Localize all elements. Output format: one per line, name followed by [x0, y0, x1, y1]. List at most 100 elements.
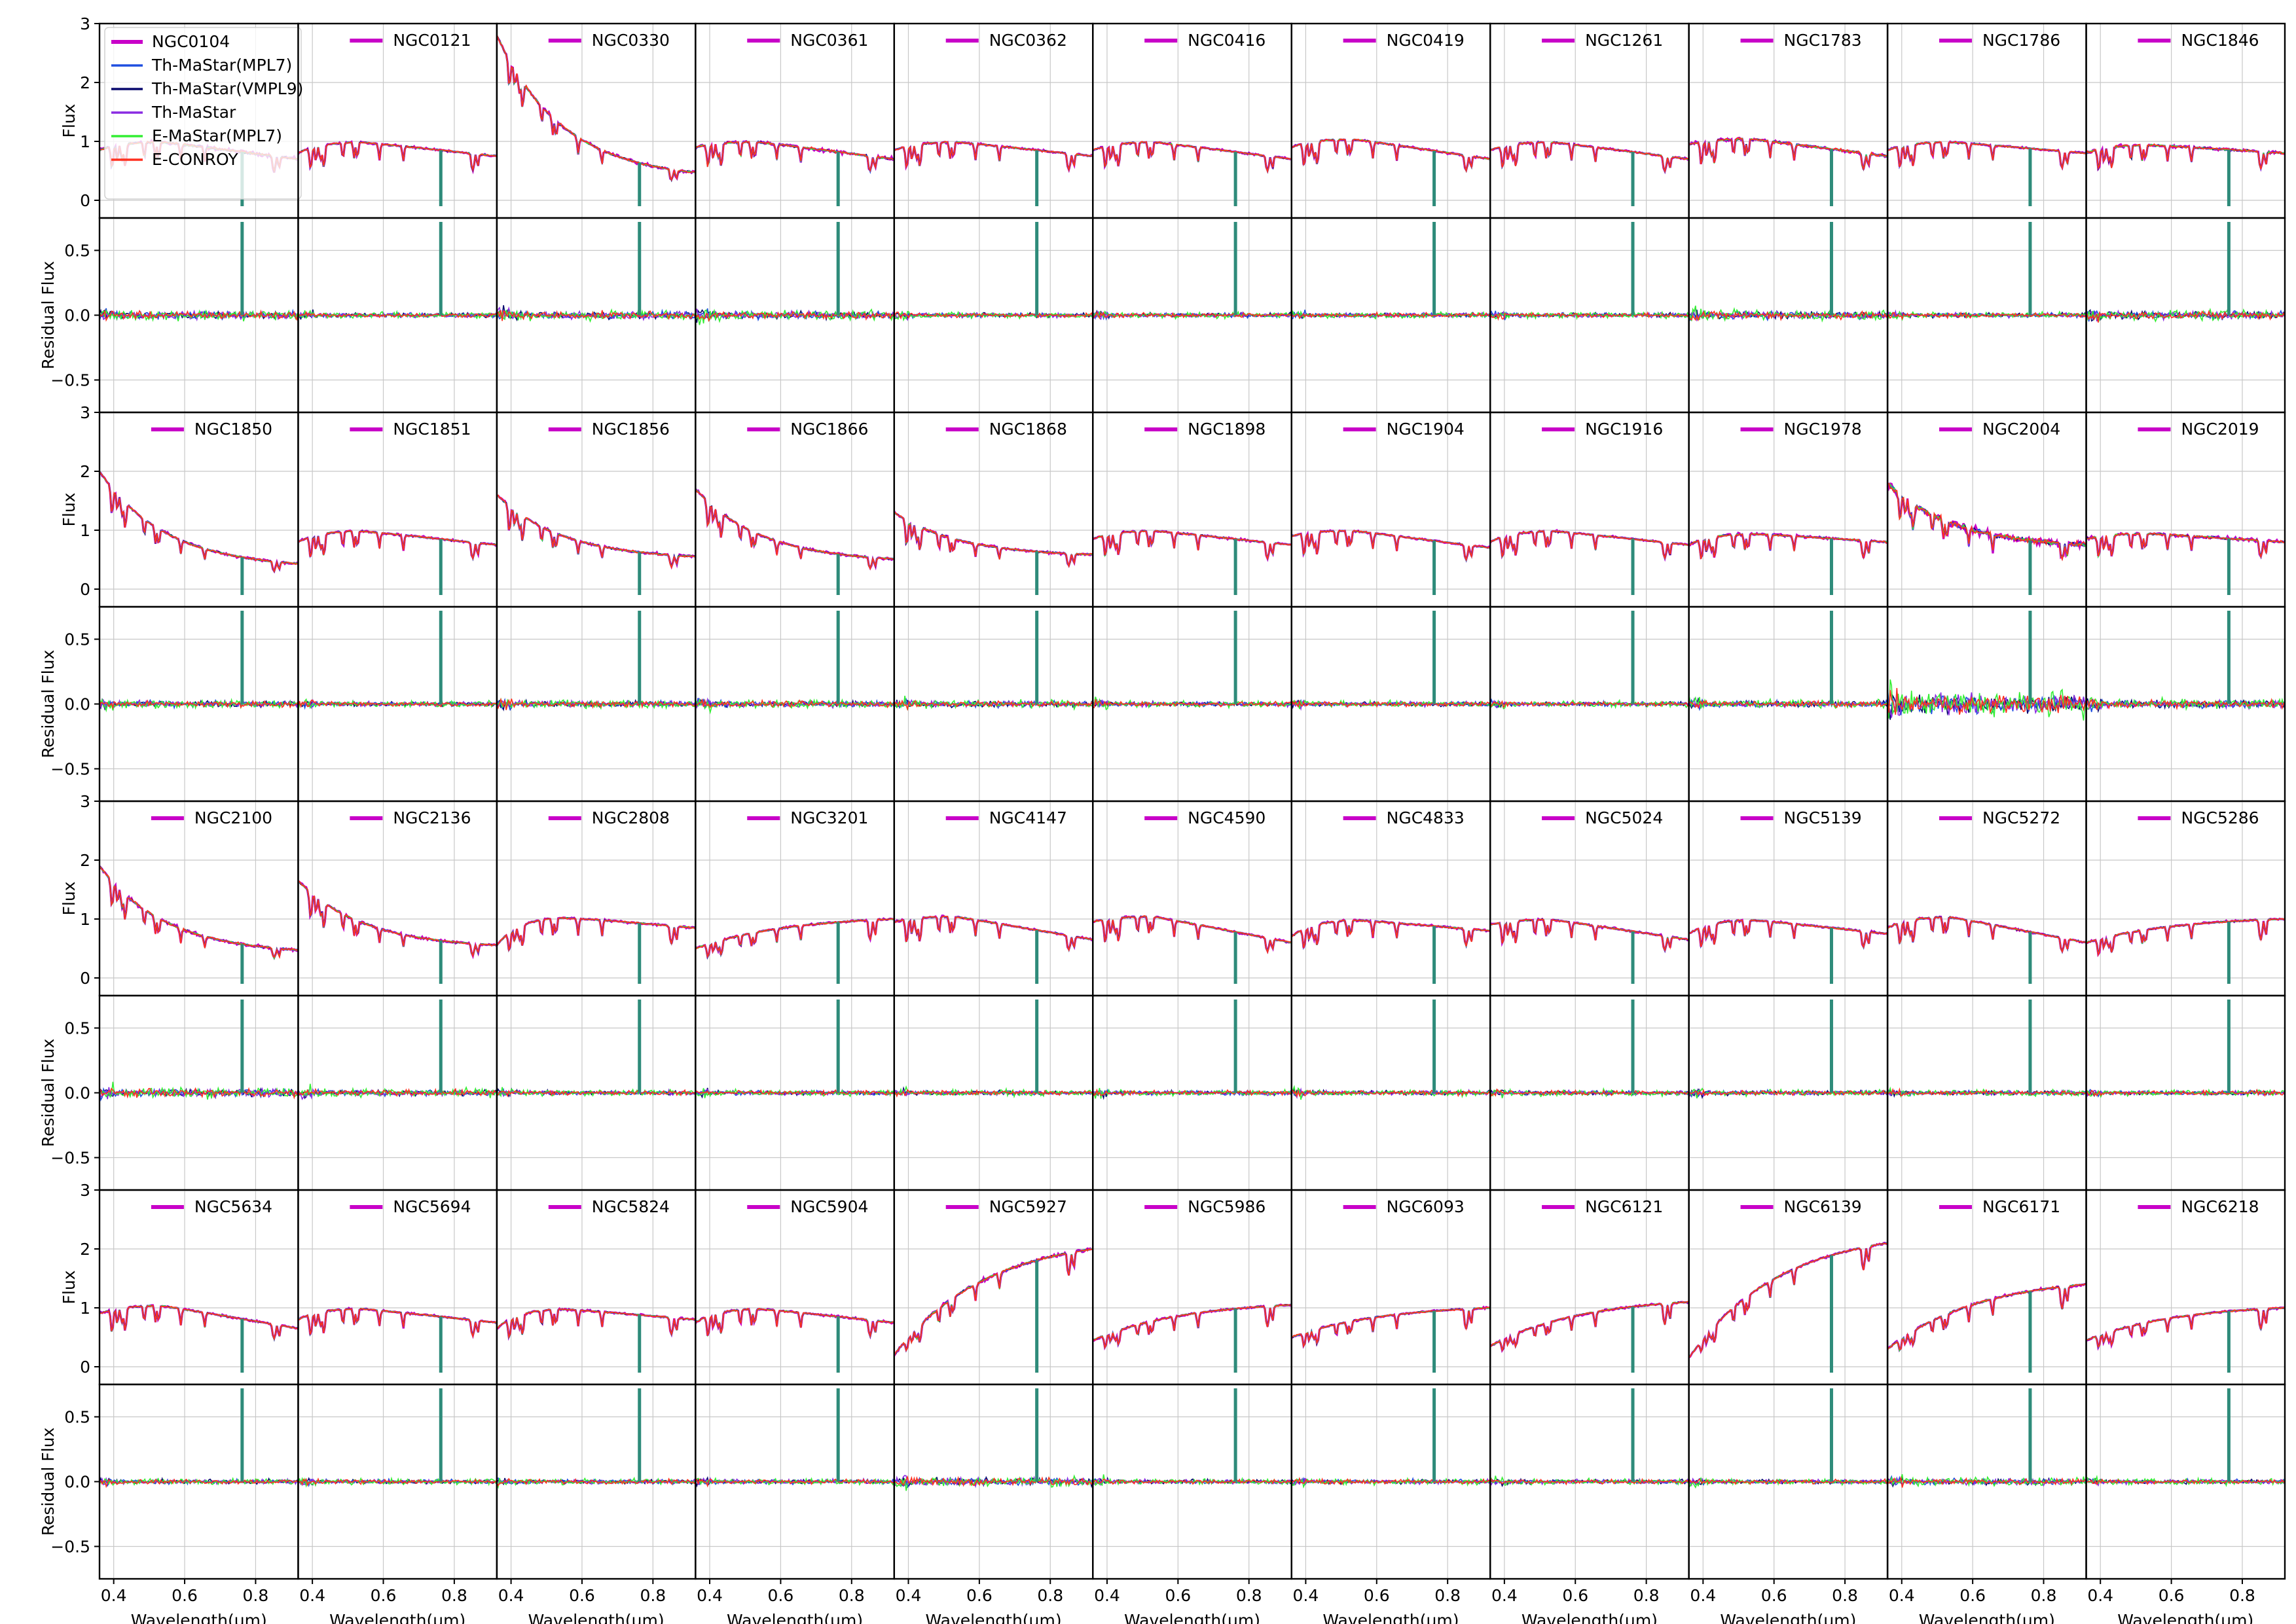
x-tick-label: 0.4	[1491, 1586, 1518, 1605]
x-axis-label: Wavelength(μm)	[329, 1611, 465, 1624]
y-tick-label: −0.5	[50, 1149, 90, 1168]
panel-frame	[98, 411, 299, 608]
cluster-name-label: NGC1978	[1784, 420, 1862, 439]
y-tick-label: 0	[80, 969, 90, 988]
e-conroy-flux-line	[695, 918, 894, 958]
residual-panel-NGC0361	[695, 217, 896, 414]
cluster-name-label: NGC1916	[1585, 420, 1663, 439]
legend-label: Th-MaStar	[151, 103, 236, 122]
y-tick-label: 1	[80, 1299, 90, 1318]
e-mastar-mpl7-residual-line	[1887, 679, 2086, 721]
flux-panel-NGC2808: NGC2808	[496, 800, 697, 997]
th-mastar-mpl7-flux-line	[1887, 1283, 2086, 1352]
y-tick-label: 1	[80, 521, 90, 540]
residual-panel-NGC2019	[2085, 605, 2286, 803]
e-conroy-residual-line	[1490, 1477, 1689, 1486]
flux-panel-NGC4833: NGC4833	[1290, 800, 1491, 997]
residual-panel-NGC5694: 0.4 0.6 0.8 Wavelength(μm)	[297, 1383, 498, 1624]
x-axis-label: Wavelength(μm)	[528, 1611, 665, 1624]
y-tick-label: 0.0	[64, 306, 90, 325]
y-tick-label: 0.0	[64, 1473, 90, 1492]
e-conroy-residual-line	[1490, 1088, 1689, 1097]
y-tick-label: −0.5	[50, 1538, 90, 1557]
th-mastar-vmpl9-flux-line	[1887, 1283, 2086, 1352]
th-mastar-mpl7-flux-line	[2086, 1307, 2285, 1349]
cluster-name-label: NGC2019	[2181, 420, 2259, 439]
legend: NGC0104 Th-MaStar(MPL7) Th-MaStar(VMPL9) Th…	[104, 27, 303, 200]
cluster-name-label: NGC1868	[989, 420, 1067, 439]
x-axis-label: Wavelength(μm)	[1720, 1611, 1856, 1624]
residual-panel-NGC1904	[1290, 605, 1491, 803]
e-conroy-residual-line	[695, 310, 894, 323]
x-axis-label: Wavelength(μm)	[1522, 1611, 1658, 1624]
x-tick-label: 0.8	[839, 1586, 865, 1605]
residual-panel-NGC2808	[496, 994, 697, 1191]
e-conroy-residual-line	[496, 1477, 696, 1487]
residual-panel-NGC0362	[893, 217, 1094, 414]
e-conroy-residual-line	[2086, 1478, 2285, 1486]
e-conroy-residual-line	[695, 1089, 894, 1096]
residual-axis-label: Residual Flux	[39, 1428, 58, 1536]
th-mastar-mpl7-flux-line	[1887, 916, 2086, 954]
flux-panel-NGC5286: NGC5286	[2085, 800, 2286, 997]
th-mastar-vmpl9-flux-line	[894, 511, 1093, 568]
e-conroy-flux-line	[2086, 918, 2285, 957]
th-mastar-flux-line	[1887, 481, 2086, 560]
cluster-name-label: NGC5904	[790, 1197, 868, 1216]
e-conroy-flux-line	[2086, 532, 2285, 559]
x-tick-label: 0.6	[966, 1586, 993, 1605]
th-mastar-flux-line	[496, 494, 696, 569]
residual-panel-NGC1898	[1092, 605, 1292, 803]
panel-frame	[496, 800, 697, 997]
residual-panel-NGC1866	[695, 605, 896, 803]
residual-panel-NGC5024	[1489, 994, 1690, 1191]
th-mastar-vmpl9-flux-line	[100, 471, 299, 573]
th-mastar-residual-line	[1291, 1477, 1491, 1486]
flux-panel-NGC5927: NGC5927	[893, 1189, 1094, 1386]
e-conroy-residual-line	[2086, 1089, 2285, 1097]
panel-frame	[695, 22, 896, 219]
cluster-name-label: NGC5986	[1188, 1197, 1266, 1216]
x-tick-label: 0.8	[1832, 1586, 1858, 1605]
panel-frame	[893, 411, 1094, 608]
flux-panel-NGC1898: NGC1898	[1092, 411, 1292, 608]
e-conroy-flux-line	[1688, 137, 1888, 171]
flux-panel-NGC5986: NGC5986	[1092, 1189, 1292, 1386]
panel-frame	[1092, 1189, 1292, 1386]
y-tick-label: 3	[80, 792, 90, 811]
observed-flux-line	[1093, 1303, 1292, 1351]
flux-panel-NGC0361: NGC0361	[695, 22, 896, 219]
th-mastar-flux-line	[1887, 1283, 2086, 1352]
observed-flux-line	[496, 494, 696, 570]
cluster-name-label: NGC1850	[194, 420, 272, 439]
e-conroy-residual-line	[1291, 699, 1491, 708]
panel-frame	[2085, 22, 2286, 219]
residual-panel-NGC1850: −0.5 0.0 0.5 Residual Flux	[39, 605, 299, 803]
x-tick-label: 0.6	[2159, 1586, 2185, 1605]
flux-panel-NGC1850: NGC1850 0 1 2 3 Flux	[60, 403, 299, 608]
cluster-name-label: NGC2100	[194, 808, 272, 827]
e-conroy-residual-line	[2086, 698, 2285, 711]
residual-panel-NGC1868	[893, 605, 1094, 803]
x-tick-label: 0.6	[1562, 1586, 1588, 1605]
e-mastar-mpl7-flux-line	[496, 35, 696, 181]
e-conroy-flux-line	[1688, 533, 1888, 560]
th-mastar-flux-line	[496, 917, 696, 950]
panel-frame	[893, 800, 1094, 997]
th-mastar-flux-line	[100, 471, 299, 573]
th-mastar-vmpl9-flux-line	[1093, 915, 1292, 954]
th-mastar-flux-line	[894, 1248, 1093, 1356]
x-axis-label: Wavelength(μm)	[1322, 1611, 1459, 1624]
x-tick-label: 0.6	[1761, 1586, 1787, 1605]
flux-panel-NGC2004: NGC2004	[1886, 411, 2087, 608]
x-tick-label: 0.6	[172, 1586, 198, 1605]
x-tick-label: 0.4	[1889, 1586, 1915, 1605]
x-tick-label: 0.4	[498, 1586, 524, 1605]
residual-panel-NGC1856	[496, 605, 697, 803]
cluster-name-label: NGC3201	[790, 808, 868, 827]
e-mastar-mpl7-residual-line	[894, 1085, 1093, 1099]
e-conroy-flux-line	[1093, 915, 1292, 954]
observed-flux-line	[695, 1307, 894, 1340]
flux-panel-NGC1856: NGC1856	[496, 411, 697, 608]
e-conroy-residual-line	[298, 311, 497, 319]
